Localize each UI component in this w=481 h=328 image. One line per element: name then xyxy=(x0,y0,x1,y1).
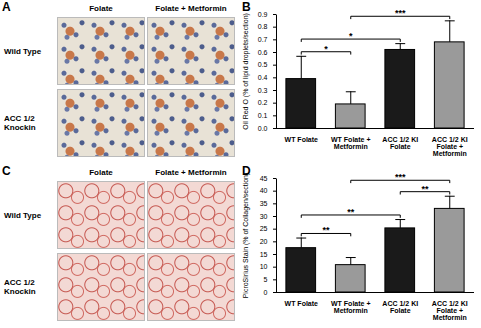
svg-text:35: 35 xyxy=(260,200,268,207)
svg-text:5: 5 xyxy=(264,276,268,283)
svg-text:PicroSirius Stain (% of Collag: PicroSirius Stain (% of Collagen/section… xyxy=(242,173,250,299)
svg-text:*: * xyxy=(349,31,353,41)
svg-text:15: 15 xyxy=(260,251,268,258)
svg-text:ACC 1/2 KIFolate: ACC 1/2 KIFolate xyxy=(382,136,418,150)
svg-text:**: ** xyxy=(347,207,355,217)
svg-text:ACC 1/2 KIFolate: ACC 1/2 KIFolate xyxy=(382,300,418,314)
svg-text:0.0: 0.0 xyxy=(258,125,268,132)
svg-text:0.9: 0.9 xyxy=(258,11,268,18)
svg-text:WT Folate +Metformin: WT Folate +Metformin xyxy=(331,300,370,314)
svg-text:25: 25 xyxy=(260,225,268,232)
svg-text:30: 30 xyxy=(260,213,268,220)
svg-text:20: 20 xyxy=(260,238,268,245)
svg-text:WT Folate: WT Folate xyxy=(285,136,319,143)
svg-text:45: 45 xyxy=(260,175,268,182)
svg-text:0.3: 0.3 xyxy=(258,87,268,94)
svg-text:0: 0 xyxy=(264,289,268,296)
svg-text:0.2: 0.2 xyxy=(258,99,268,106)
svg-text:WT Folate: WT Folate xyxy=(285,300,319,307)
svg-text:Oil Red O (% of lipid droplets: Oil Red O (% of lipid droplets/section) xyxy=(242,13,250,130)
svg-text:***: *** xyxy=(395,172,406,182)
svg-text:*: * xyxy=(324,44,328,54)
svg-text:0.7: 0.7 xyxy=(258,36,268,43)
svg-text:40: 40 xyxy=(260,187,268,194)
svg-text:***: *** xyxy=(395,8,406,18)
svg-text:ACC 1/2 KIFolate +Metformin: ACC 1/2 KIFolate +Metformin xyxy=(432,136,468,157)
svg-text:WT Folate +Metformin: WT Folate +Metformin xyxy=(331,136,370,150)
svg-text:0.6: 0.6 xyxy=(258,49,268,56)
svg-text:**: ** xyxy=(421,184,429,194)
svg-text:0.8: 0.8 xyxy=(258,23,268,30)
svg-text:0.5: 0.5 xyxy=(258,61,268,68)
svg-text:0.4: 0.4 xyxy=(258,74,268,81)
svg-text:ACC 1/2 KIFolate +Metformin: ACC 1/2 KIFolate +Metformin xyxy=(432,300,468,321)
svg-text:0.1: 0.1 xyxy=(258,112,268,119)
svg-text:10: 10 xyxy=(260,263,268,270)
svg-text:**: ** xyxy=(322,225,330,235)
